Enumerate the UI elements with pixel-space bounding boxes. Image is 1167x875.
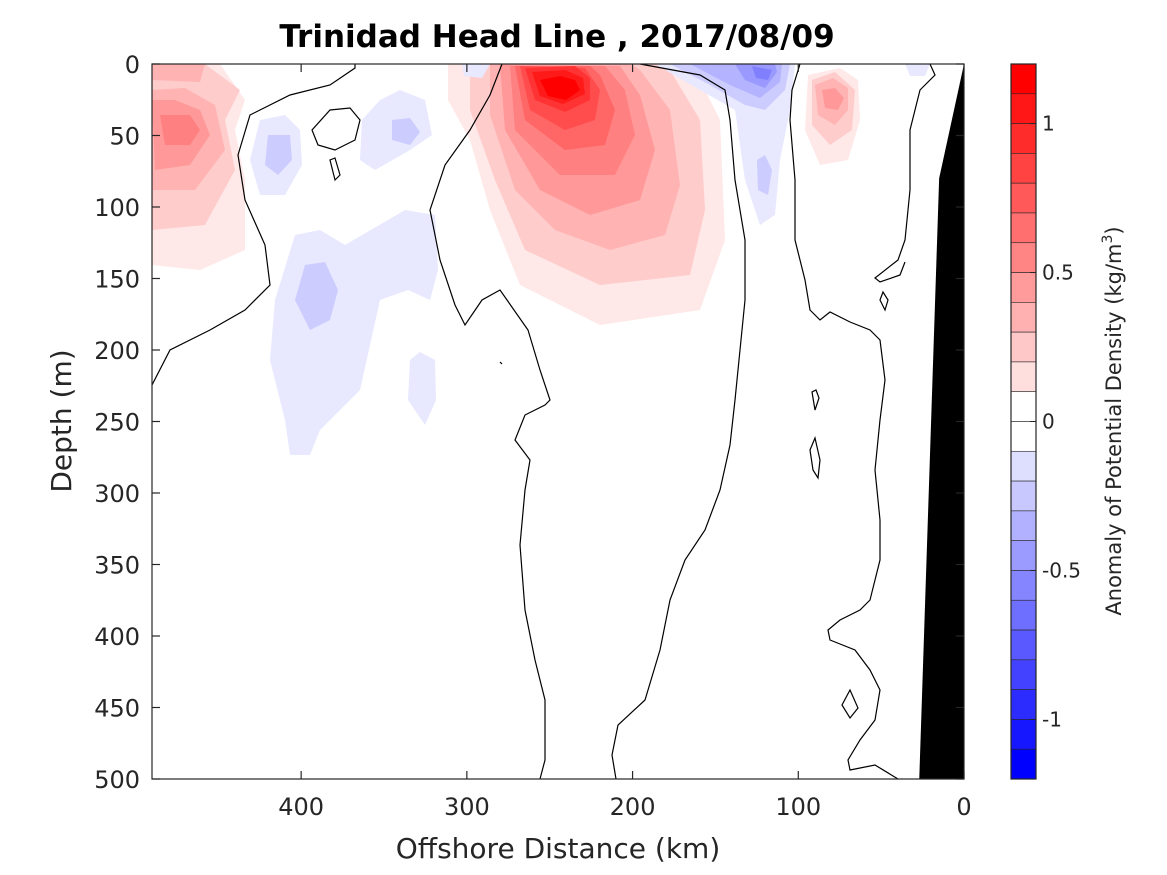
colorbar-tick-label: -1: [1042, 707, 1062, 731]
negative-anomaly-region: [408, 352, 436, 425]
x-tick-label: 100: [775, 793, 821, 821]
chart-title: Trinidad Head Line , 2017/08/09: [279, 19, 834, 55]
colorbar-segment: [1010, 480, 1037, 512]
zero-contour-line: [879, 290, 889, 312]
colorbar-segment: [1010, 93, 1037, 124]
positive-anomaly-region: [540, 76, 580, 100]
positive-anomaly-region: [160, 115, 200, 145]
plot-area: [151, 63, 965, 780]
negative-anomaly-region: [757, 155, 772, 195]
y-tick-label: 250: [94, 409, 140, 437]
y-tick-label: 450: [94, 695, 140, 723]
x-axis-label: Offshore Distance (km): [396, 832, 721, 865]
colorbar-segment: [1010, 302, 1037, 333]
filled-contours: [152, 64, 930, 455]
colorbar-label-end: ): [1102, 226, 1126, 234]
zero-contour-line: [429, 63, 551, 780]
colorbar-tick-label: 0: [1042, 410, 1055, 434]
zero-contour-line: [499, 361, 503, 365]
zero-contour-line: [811, 389, 820, 411]
colorbar-segment: [1010, 182, 1037, 214]
y-tick-label: 500: [94, 766, 140, 794]
colorbar-ticks: 1 0.5 0 -0.5 -1: [1030, 112, 1081, 731]
negative-anomaly-region: [392, 118, 420, 145]
negative-anomaly-region: [462, 64, 490, 78]
y-tick-label: 100: [94, 194, 140, 222]
y-axis-label: Depth (m): [45, 349, 78, 492]
x-tick-label: 400: [278, 793, 324, 821]
colorbar: [1010, 63, 1037, 780]
zero-contour-line: [841, 688, 859, 720]
colorbar-segment: [1010, 123, 1037, 154]
x-tick-label: 0: [956, 793, 971, 821]
colorbar-label-main: Anomaly of Potential Density (kg/m: [1102, 244, 1126, 616]
negative-anomaly-region: [752, 66, 772, 80]
colorbar-tick-label: 1: [1042, 112, 1055, 136]
x-axis: 400 300 200 100 0: [278, 64, 972, 821]
zero-contour-line: [311, 107, 361, 151]
colorbar-segment: [1010, 242, 1037, 273]
zero-contour-line: [329, 157, 341, 182]
colorbar-segment: [1010, 540, 1037, 571]
colorbar-segment: [1010, 331, 1037, 363]
y-tick-label: 200: [94, 337, 140, 365]
colorbar-segment: [1010, 272, 1037, 303]
colorbar-segment: [1010, 719, 1037, 750]
x-tick-label: 300: [444, 793, 490, 821]
colorbar-label: Anomaly of Potential Density (kg/m3): [1100, 226, 1126, 615]
colorbar-segment: [1010, 599, 1037, 631]
positive-anomaly-region: [152, 64, 205, 82]
colorbar-segment: [1010, 689, 1037, 720]
colorbar-tick-label: -0.5: [1042, 558, 1081, 582]
colorbar-segment: [1010, 629, 1037, 661]
y-tick-label: 350: [94, 552, 140, 580]
bathymetry-fill: [919, 64, 964, 779]
x-tick-label: 200: [610, 793, 656, 821]
colorbar-segment: [1010, 510, 1037, 541]
y-axis: 0 50 100 150 200 250 300 350 400 450 500: [94, 51, 964, 794]
colorbar-segment: [1010, 421, 1037, 452]
y-tick-label: 150: [94, 266, 140, 294]
colorbar-segment: [1010, 153, 1037, 184]
zero-contour-line: [611, 63, 746, 780]
zero-contour-line: [809, 436, 821, 480]
y-tick-label: 300: [94, 480, 140, 508]
colorbar-tick-label: 0.5: [1042, 261, 1074, 285]
negative-anomaly-region: [265, 135, 292, 175]
colorbar-segment: [1010, 212, 1037, 244]
colorbar-segment: [1010, 570, 1037, 601]
colorbar-segment: [1010, 450, 1037, 482]
zero-contour-line: [789, 63, 899, 780]
colorbar-segment: [1010, 361, 1037, 393]
positive-anomaly-region: [822, 88, 844, 110]
colorbar-segment: [1010, 63, 1037, 95]
colorbar-segment: [1010, 748, 1037, 780]
negative-anomaly-region: [905, 64, 930, 76]
colorbar-segment: [1010, 659, 1037, 690]
negative-anomaly-region: [295, 262, 338, 330]
zero-contours: [151, 63, 936, 780]
colorbar-label-superscript: 3: [1100, 235, 1116, 244]
zero-contour-line: [151, 64, 356, 386]
y-tick-label: 50: [109, 123, 140, 151]
zero-contour-line: [874, 63, 936, 283]
y-tick-label: 400: [94, 623, 140, 651]
y-tick-label: 0: [125, 51, 140, 79]
colorbar-segment: [1010, 391, 1037, 422]
